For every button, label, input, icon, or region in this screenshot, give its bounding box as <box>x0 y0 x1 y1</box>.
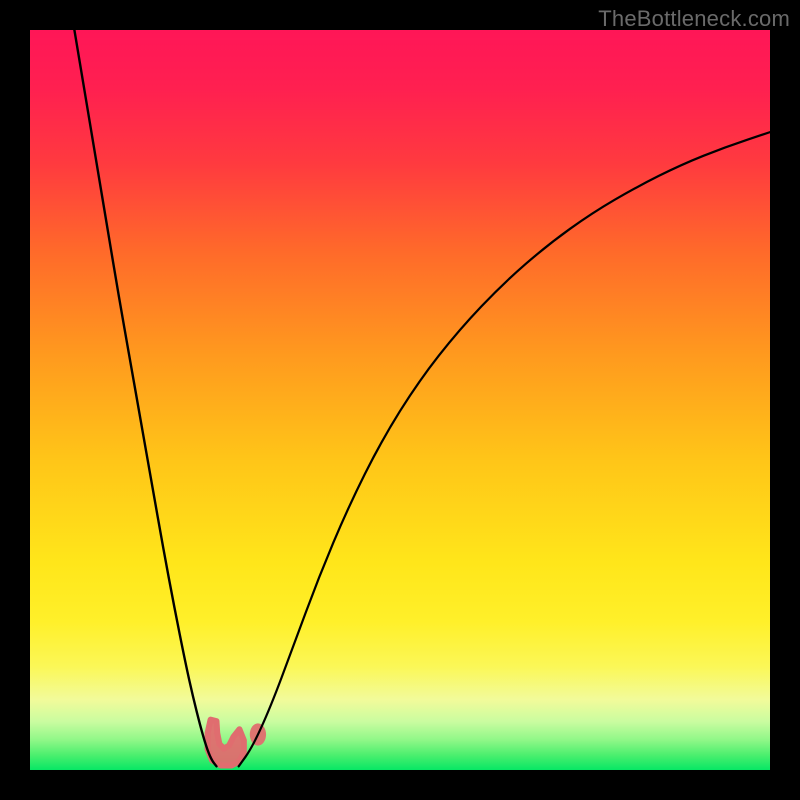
watermark-text: TheBottleneck.com <box>598 6 790 32</box>
selection-marker-u <box>208 720 244 766</box>
curve-right <box>239 132 770 766</box>
chart-frame: TheBottleneck.com <box>0 0 800 800</box>
curve-overlay <box>30 30 770 770</box>
curve-left <box>74 30 216 766</box>
plot-area <box>30 30 770 770</box>
